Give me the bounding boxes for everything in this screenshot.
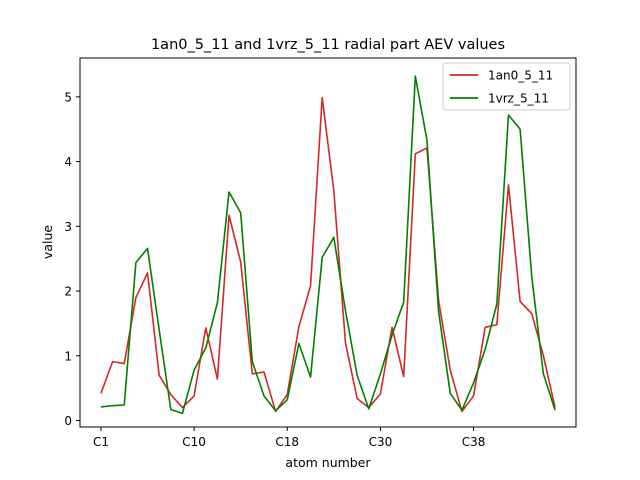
x-tick-label: C18 xyxy=(275,435,299,449)
series-line-0 xyxy=(100,96,556,413)
plot-frame xyxy=(79,57,577,428)
legend-label-1an0: 1an0_5_11 xyxy=(488,69,553,83)
y-tick-label: 1 xyxy=(64,349,72,363)
y-axis-label: value xyxy=(40,225,55,259)
series-line-1 xyxy=(100,75,556,415)
y-tick-label: 4 xyxy=(64,155,72,169)
legend: 1an0_5_11 1vrz_5_11 xyxy=(442,62,571,111)
y-tick-label: 3 xyxy=(64,220,72,234)
y-tick-label: 0 xyxy=(64,414,72,428)
y-tick-label: 2 xyxy=(64,285,72,299)
y-axis: 0 1 2 3 4 5 xyxy=(64,90,80,428)
x-tick-label: C1 xyxy=(93,435,109,449)
chart-title: 1an0_5_11 and 1vrz_5_11 radial part AEV … xyxy=(151,37,505,53)
x-axis-label: atom number xyxy=(285,455,371,470)
plot-area xyxy=(100,75,556,415)
x-tick-label: C38 xyxy=(462,435,486,449)
x-axis: C1 C10 C18 C30 C38 xyxy=(93,427,485,449)
legend-label-1vrz: 1vrz_5_11 xyxy=(488,92,549,106)
x-tick-label: C10 xyxy=(182,435,206,449)
x-tick-label: C30 xyxy=(369,435,393,449)
y-tick-label: 5 xyxy=(64,90,72,104)
